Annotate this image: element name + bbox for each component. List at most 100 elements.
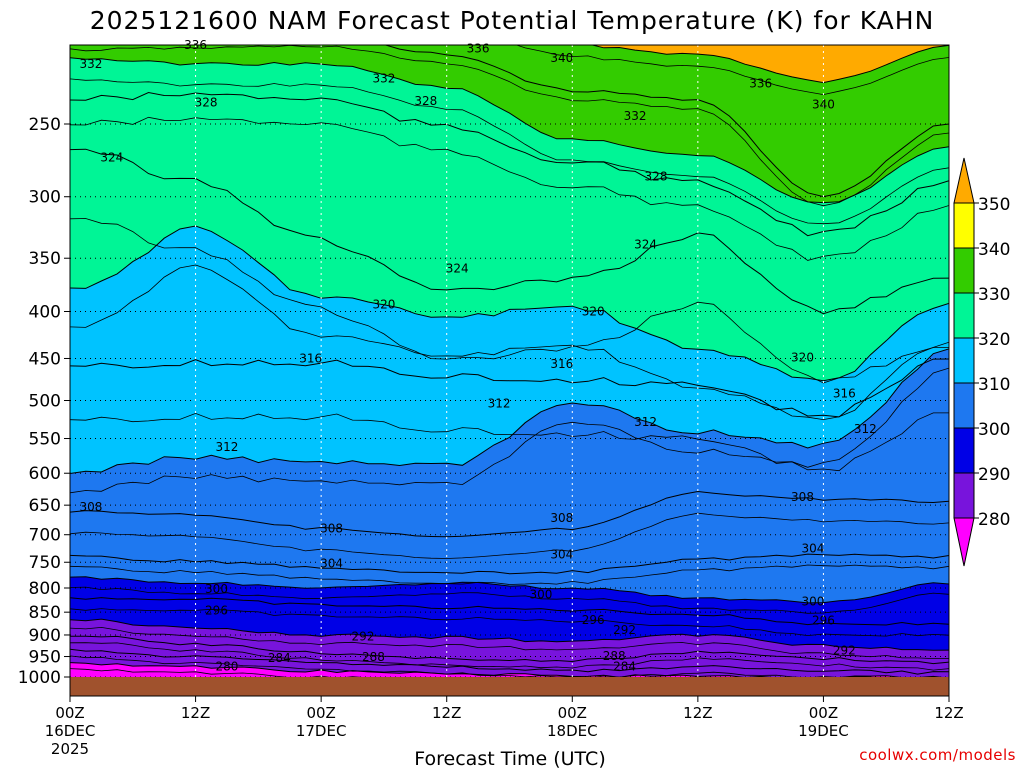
isentrope-284 (70, 648, 949, 675)
isentrope-minor (70, 586, 949, 614)
isentrope-minor (70, 78, 949, 225)
colorbar: 350 340 330 320 310 300 290 280 (953, 157, 1010, 567)
x-tick-date: 18DEC (547, 722, 598, 740)
isentrope-336 (383, 45, 949, 198)
y-tick-label: 800 (29, 579, 61, 599)
x-tick-label: 00Z (809, 704, 838, 722)
contour-label: 284 (268, 651, 291, 665)
contour-label: 332 (624, 109, 647, 123)
x-tick-label: 00Z (306, 704, 335, 722)
x-tick-label: 12Z (432, 704, 461, 722)
contour-label: 320 (372, 297, 395, 311)
contour-label: 324 (100, 151, 123, 165)
contour-label: 328 (414, 94, 437, 108)
contour-label: 316 (833, 386, 856, 400)
y-tick-label: 550 (29, 430, 61, 450)
x-tick-label: 00Z (55, 704, 84, 722)
isentrope-minor (70, 512, 949, 559)
isentrope-minor (70, 626, 949, 660)
isentrope-300 (70, 576, 949, 604)
colorbar-label: 330 (978, 285, 1010, 305)
isentrope-316 (70, 358, 949, 418)
contour-label: 288 (603, 649, 626, 663)
contour-label: 340 (550, 51, 573, 65)
contour-label: 296 (205, 603, 228, 617)
isentrope-minor (70, 367, 949, 494)
x-tick-label: 12Z (181, 704, 210, 722)
contour-label: 288 (362, 650, 385, 664)
isentrope-304 (70, 553, 949, 575)
x-tick-date: 19DEC (798, 722, 849, 740)
contour-label: 296 (582, 613, 605, 627)
colorbar-segment (953, 472, 975, 519)
contour-label: 292 (352, 630, 375, 644)
x-tick-date: 16DEC (45, 722, 96, 740)
isentrope-minor (70, 45, 949, 207)
colorbar-label: 310 (978, 375, 1010, 395)
isentrope-minor (515, 45, 949, 96)
grid-lines (70, 45, 949, 696)
isentrope-296 (70, 597, 949, 626)
isentrope-320 (70, 225, 949, 382)
credit-text: coolwx.com/models (859, 746, 1016, 764)
contour-label: 308 (320, 521, 343, 535)
contour-label: 304 (550, 548, 573, 562)
isentrope-292 (70, 618, 949, 651)
isentrope-308 (70, 490, 949, 538)
chart-title: 2025121600 NAM Forecast Potential Temper… (90, 6, 935, 35)
y-axis: 250 300 350 400 450 500 550 600 650 700 750 800 850 9… (18, 115, 70, 688)
y-tick-label: 350 (29, 249, 61, 269)
contour-label: 300 (529, 587, 552, 601)
isentrope-332 (70, 57, 949, 204)
colorbar-arrow-bottom (953, 517, 975, 567)
contour-label: 284 (613, 659, 636, 673)
y-tick-label: 900 (29, 626, 61, 646)
x-tick-label: 12Z (934, 704, 963, 722)
contour-label: 292 (613, 623, 636, 637)
ground-surface (70, 677, 949, 696)
contour-label: 308 (791, 490, 814, 504)
contour-label: 320 (791, 351, 814, 365)
colorbar-segment (953, 292, 975, 339)
contour-label: 312 (634, 415, 657, 429)
isentrope-minor (70, 412, 949, 472)
colorbar-label: 300 (978, 420, 1010, 440)
contour-label: 320 (582, 304, 605, 318)
y-tick-label: 650 (29, 496, 61, 516)
isentrope-328 (70, 91, 949, 237)
colorbar-arrow-top (953, 157, 975, 204)
contour-label: 304 (802, 542, 825, 556)
x-tick-year: 2025 (51, 740, 89, 758)
x-tick-label: 12Z (683, 704, 712, 722)
y-tick-label: 950 (29, 648, 61, 668)
y-tick-label: 450 (29, 349, 61, 369)
contour-label: 336 (467, 42, 490, 56)
contour-label: 328 (195, 96, 218, 110)
isentrope-324 (70, 148, 949, 315)
isentrope-288 (70, 635, 949, 665)
y-tick-label: 500 (29, 392, 61, 412)
contour-label: 324 (446, 261, 469, 275)
contour-label: 296 (812, 614, 835, 628)
x-tick-date: 17DEC (296, 722, 347, 740)
contour-label: 312 (488, 397, 511, 411)
contour-label: 292 (833, 644, 856, 658)
plot-area (70, 45, 949, 696)
contour-label: 300 (205, 582, 228, 596)
contour-fills (70, 45, 949, 696)
isentrope-minor (70, 642, 949, 671)
colorbar-segment (953, 202, 975, 249)
contour-label: 316 (299, 351, 322, 365)
colorbar-label: 340 (978, 240, 1010, 260)
isentrope-minor (70, 264, 949, 421)
contour-label: 332 (372, 71, 395, 85)
contour-label: 308 (550, 511, 573, 525)
x-tick-label: 00Z (558, 704, 587, 722)
isentrope-minor (70, 608, 949, 637)
contour-label: 336 (749, 77, 772, 91)
contour-label: 328 (645, 169, 668, 183)
contour-label: 308 (79, 500, 102, 514)
isentrope-312 (70, 348, 949, 474)
